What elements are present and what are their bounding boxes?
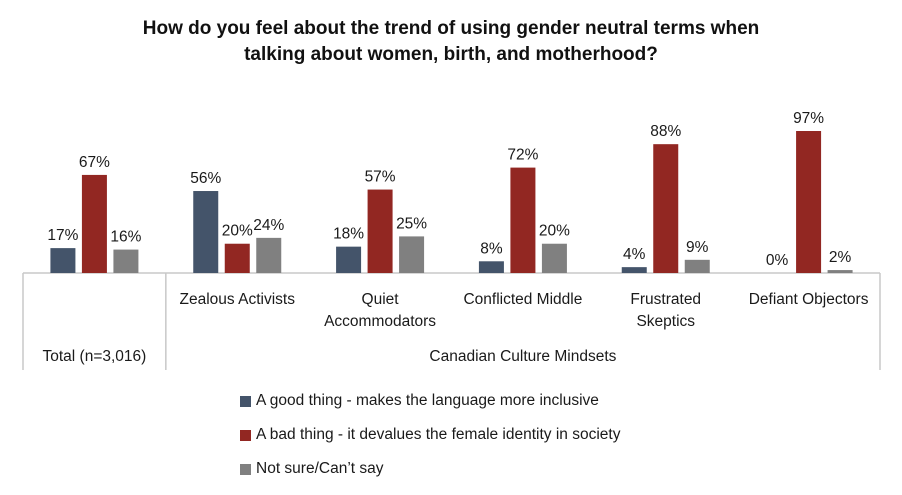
data-label-5-0: 0% [766, 252, 789, 269]
legend-label-good: A good thing - makes the language more i… [256, 392, 599, 409]
group-label: Canadian Culture Mindsets [429, 348, 616, 365]
data-label-2-1: 57% [365, 169, 396, 186]
legend-item-bad: A bad thing - it devalues the female ide… [240, 418, 620, 452]
legend-item-good: A good thing - makes the language more i… [240, 384, 620, 418]
category-label-4-line-1: Skeptics [636, 313, 695, 330]
data-label-2-2: 25% [396, 215, 427, 232]
data-label-0-1: 67% [79, 154, 110, 171]
bar-1-2 [256, 237, 282, 273]
data-label-1-1: 20% [222, 223, 253, 240]
bar-0-0 [50, 248, 76, 273]
legend-swatch-not-sure [240, 463, 251, 475]
bar-0-1 [81, 174, 107, 273]
data-label-2-0: 18% [333, 226, 364, 243]
chart-title-line-1: How do you feel about the trend of using… [142, 18, 760, 39]
bar-5-2 [827, 270, 853, 273]
category-label-5-line-0: Defiant Objectors [749, 291, 869, 308]
bar-0-2 [113, 249, 139, 273]
legend-swatch-good [240, 395, 251, 407]
legend-label-not-sure: Not sure/Can’t say [256, 460, 384, 477]
bar-4-2 [684, 259, 710, 273]
bar-chart: 17%67%16%Total (n=3,016)56%20% 24%Zealous… [22, 110, 881, 370]
legend: A good thing - makes the language more i… [240, 384, 620, 486]
data-label-5-1: 97% [793, 110, 824, 127]
bar-5-1 [796, 131, 822, 273]
data-label-1-2: 24% [253, 217, 284, 234]
category-label-2-line-0: Quiet [362, 291, 400, 308]
data-label-4-2: 9% [686, 239, 709, 256]
bar-2-1 [367, 189, 393, 273]
bar-3-2 [541, 243, 567, 273]
data-label-3-2: 20% [539, 223, 570, 240]
category-label-1-line-0: Zealous Activists [180, 291, 296, 308]
data-label-5-2: 2% [829, 249, 852, 266]
data-label-4-0: 4% [623, 246, 646, 263]
bar-2-2 [399, 236, 425, 273]
bar-3-1 [510, 167, 536, 273]
bar-4-1 [653, 144, 679, 273]
bar-3-0 [478, 261, 504, 273]
legend-label-bad: A bad thing - it devalues the female ide… [256, 426, 621, 443]
data-label-0-2: 16% [110, 229, 141, 246]
category-label-3-line-0: Conflicted Middle [463, 291, 582, 308]
data-label-3-1: 72% [507, 147, 538, 164]
legend-item-not-sure: Not sure/Can’t say [240, 452, 620, 486]
category-label-total: Total (n=3,016) [42, 348, 146, 365]
bar-1-0 [193, 191, 219, 273]
data-label-4-1: 88% [650, 123, 681, 140]
category-label-2-line-1: Accommodators [324, 313, 436, 330]
chart-title-line-2: talking about women, birth, and motherho… [244, 44, 658, 65]
bar-1-1 [224, 243, 250, 273]
chart-title: How do you feel about the trend of using… [0, 16, 902, 68]
legend-swatch-bad [240, 429, 251, 441]
bar-2-0 [336, 246, 362, 273]
data-label-1-0: 56% [190, 170, 221, 187]
data-label-3-0: 8% [480, 240, 503, 257]
category-label-4-line-0: Frustrated [630, 291, 701, 308]
bar-4-0 [621, 267, 647, 273]
data-label-0-0: 17% [47, 227, 78, 244]
